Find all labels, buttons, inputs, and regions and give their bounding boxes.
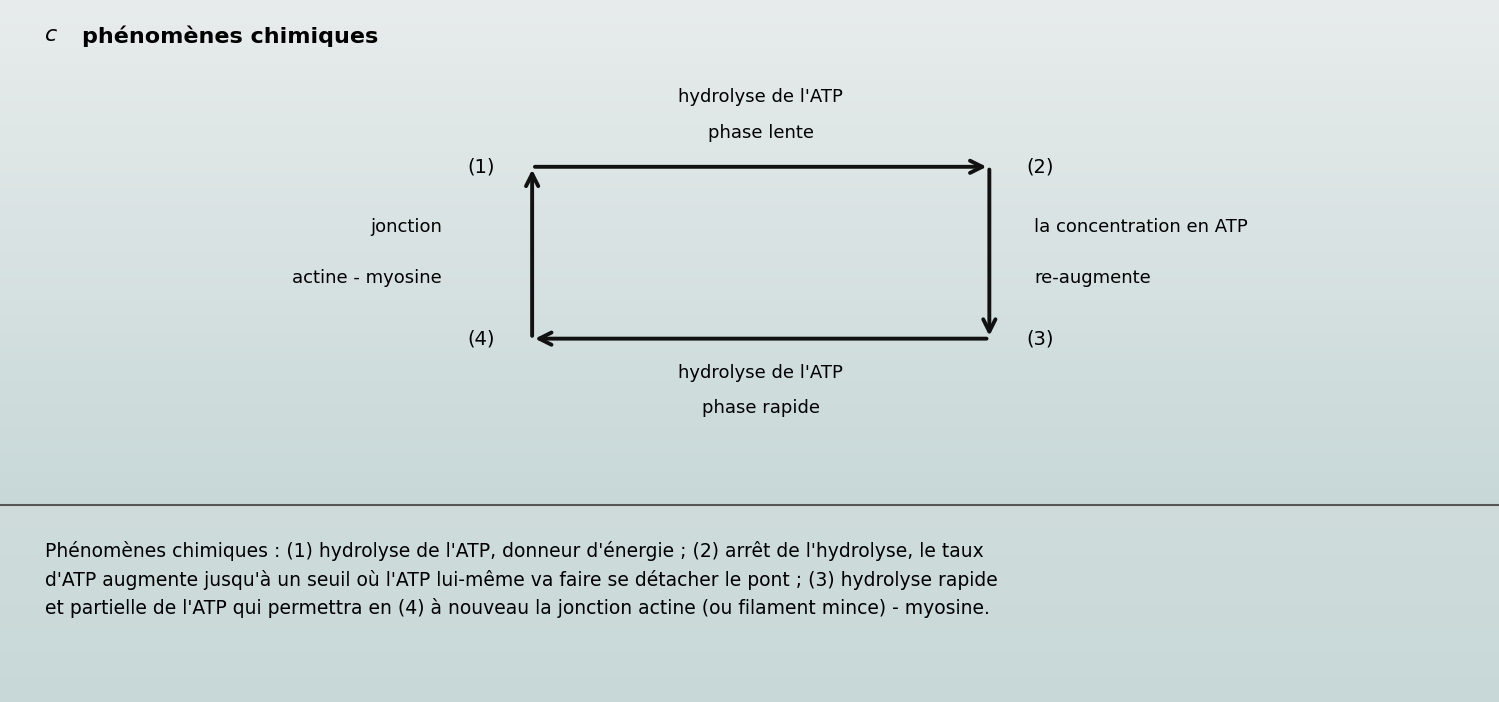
Text: (4): (4)	[468, 329, 495, 348]
Text: phénomènes chimiques: phénomènes chimiques	[82, 25, 379, 47]
Text: hydrolyse de l'ATP: hydrolyse de l'ATP	[679, 364, 842, 382]
Text: jonction: jonction	[370, 218, 442, 237]
Text: hydrolyse de l'ATP: hydrolyse de l'ATP	[679, 88, 842, 106]
Text: (2): (2)	[1027, 157, 1054, 176]
Text: (3): (3)	[1027, 329, 1054, 348]
Text: c: c	[45, 25, 57, 45]
Text: la concentration en ATP: la concentration en ATP	[1034, 218, 1249, 237]
Text: Phénomènes chimiques : (1) hydrolyse de l'ATP, donneur d'énergie ; (2) arrêt de : Phénomènes chimiques : (1) hydrolyse de …	[45, 541, 998, 618]
Text: actine - myosine: actine - myosine	[292, 269, 442, 287]
Text: phase rapide: phase rapide	[702, 399, 820, 417]
Text: phase lente: phase lente	[708, 124, 814, 142]
Text: (1): (1)	[468, 157, 495, 176]
Text: re-augmente: re-augmente	[1034, 269, 1151, 287]
